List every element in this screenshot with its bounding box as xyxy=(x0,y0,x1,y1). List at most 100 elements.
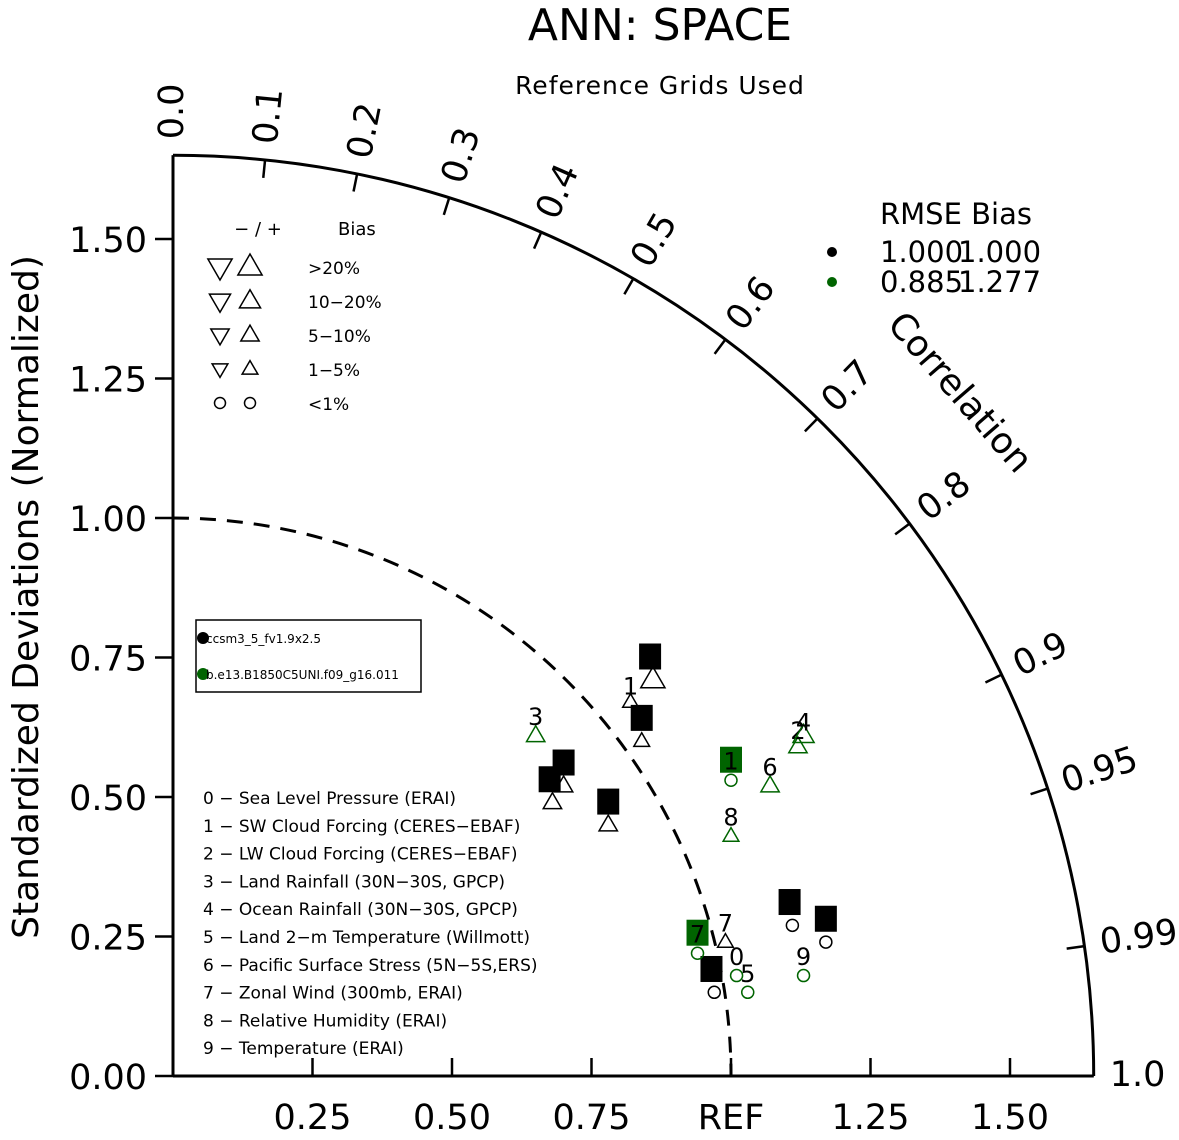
stats-row-bias: 1.000 xyxy=(958,235,1041,269)
data-point-triangle xyxy=(632,731,651,748)
data-point-label-box xyxy=(700,955,723,982)
data-point-label: 4 xyxy=(642,645,657,673)
bias-legend-label: <1% xyxy=(308,395,349,415)
bias-legend-marker-up xyxy=(240,359,260,375)
bias-legend-label: >20% xyxy=(308,259,360,279)
x-tick-label: 0.75 xyxy=(553,1098,631,1135)
x-tick-label: REF xyxy=(698,1098,765,1135)
data-point-label: 3 xyxy=(528,703,543,731)
variable-legend-item: 4 − Ocean Rainfall (30N−30S, GPCP) xyxy=(203,900,518,920)
data-point-label: 1 xyxy=(723,748,738,776)
correlation-tick-mark xyxy=(442,197,451,216)
variable-legend-item: 8 − Relative Humidity (ERAI) xyxy=(203,1011,447,1031)
bias-legend-header: Bias xyxy=(338,219,376,240)
bias-legend-marker-circle xyxy=(213,396,227,410)
data-point-label: 0 xyxy=(782,890,797,918)
correlation-tick-label: 0.99 xyxy=(1097,912,1179,963)
variable-legend-item: 1 − SW Cloud Forcing (CERES−EBAF) xyxy=(203,817,520,837)
data-point-label: 8 xyxy=(723,804,738,832)
data-point-label-box xyxy=(814,905,837,932)
correlation-tick-mark xyxy=(894,522,911,536)
stats-row-rmse: 1.000 xyxy=(880,235,963,269)
y-tick-label: 1.00 xyxy=(69,500,147,540)
data-point-label: 9 xyxy=(818,907,833,935)
data-point-label-box xyxy=(597,788,620,815)
bias-legend-label: 1−5% xyxy=(308,361,360,381)
x-tick-label: 1.50 xyxy=(971,1098,1049,1135)
data-point-label-box xyxy=(639,643,662,670)
correlation-tick-mark xyxy=(623,278,635,295)
data-point-triangle xyxy=(759,774,781,793)
data-point-triangle xyxy=(721,826,741,842)
correlation-tick-label: 0.95 xyxy=(1056,739,1143,801)
variable-legend-item: 7 − Zonal Wind (300mb, ERAI) xyxy=(203,984,463,1004)
y-axis-label: Standardized Deviations (Normalized) xyxy=(6,255,47,939)
data-point-label: 2 xyxy=(790,717,805,745)
bias-legend-signs: − / + xyxy=(234,219,282,240)
bias-legend-marker-down xyxy=(209,328,231,347)
data-point-circle xyxy=(729,968,744,983)
data-point-label: 0 xyxy=(729,943,744,971)
chart-subtitle: Reference Grids Used xyxy=(515,71,805,100)
series-legend-name: b.e13.B1850C5UNI.f09_g16.011 xyxy=(206,668,399,682)
data-point-label: 5 xyxy=(740,960,755,988)
variable-legend-item: 9 − Temperature (ERAI) xyxy=(203,1039,404,1059)
data-point-label-box xyxy=(720,746,742,773)
series-legend-dot xyxy=(197,632,209,644)
correlation-tick-mark xyxy=(984,673,1003,684)
data-point-label-box xyxy=(686,919,709,946)
correlation-tick-mark xyxy=(1030,787,1049,796)
chart-title: ANN: SPACE xyxy=(528,0,792,51)
bias-legend-marker-down xyxy=(210,363,230,379)
variable-legend: 0 − Sea Level Pressure (ERAI) 1 − SW Clou… xyxy=(203,789,538,1059)
data-point-circle xyxy=(740,985,755,1000)
bias-legend-label: 5−10% xyxy=(308,327,371,347)
y-tick-label: 0.25 xyxy=(69,919,147,959)
data-point-label: 7 xyxy=(718,910,733,938)
y-tick-label: 0.00 xyxy=(69,1058,147,1098)
correlation-tick-label: 1.0 xyxy=(1110,1055,1166,1095)
data-point-label: 6 xyxy=(542,767,557,795)
variable-legend-item: 2 − LW Cloud Forcing (CERES−EBAF) xyxy=(203,845,517,865)
data-point-label-box xyxy=(778,889,801,916)
bias-legend: − / + Bias >20% 10−20% 5−10% 1−5% <1% xyxy=(206,219,382,415)
data-point-label: 1 xyxy=(623,672,638,700)
variable-legend-item: 5 − Land 2−m Temperature (Willmott) xyxy=(203,928,530,948)
reference-arc xyxy=(172,516,733,1077)
correlation-tick-mark xyxy=(713,338,727,355)
variable-legend-item: 0 − Sea Level Pressure (ERAI) xyxy=(203,789,456,809)
correlation-tick-label: 0.4 xyxy=(528,158,587,225)
stats-row-bias: 1.277 xyxy=(958,265,1041,299)
data-point-label: 8 xyxy=(601,790,616,818)
stats-row-rmse: 0.885 xyxy=(880,265,963,299)
correlation-tick-label: 0.1 xyxy=(246,87,291,146)
stats-row-dot xyxy=(827,247,837,257)
data-point-triangle xyxy=(621,692,640,709)
correlation-tick-label: 0.6 xyxy=(718,270,783,339)
correlation-axis-label: Correlation xyxy=(879,304,1040,481)
correlation-tick-label: 0.5 xyxy=(623,206,685,274)
bias-legend-marker-down xyxy=(208,293,232,314)
data-point-label: 9 xyxy=(796,943,811,971)
correlation-tick-label: 0.0 xyxy=(152,84,192,140)
data-point-triangle xyxy=(597,813,619,832)
y-tick-label: 1.25 xyxy=(69,361,147,401)
bias-legend-marker-up xyxy=(236,252,264,276)
bias-legend-marker-circle xyxy=(243,396,257,410)
data-point-triangle xyxy=(716,932,735,948)
series-legend-dot xyxy=(197,668,209,680)
correlation-tick-mark xyxy=(1066,944,1085,950)
data-point-label: 2 xyxy=(634,706,649,734)
correlation-tick-mark xyxy=(352,173,359,192)
data-point-triangle xyxy=(525,724,547,743)
correlation-tick-mark xyxy=(532,231,543,250)
y-tick-label: 0.75 xyxy=(69,640,147,680)
data-point-label: 7 xyxy=(690,921,705,949)
data-point-label: 4 xyxy=(796,709,811,737)
correlation-tick-label: 0.9 xyxy=(1007,625,1075,685)
bias-legend-label: 10−20% xyxy=(308,293,382,313)
correlation-tick-label: 0.8 xyxy=(910,464,979,529)
